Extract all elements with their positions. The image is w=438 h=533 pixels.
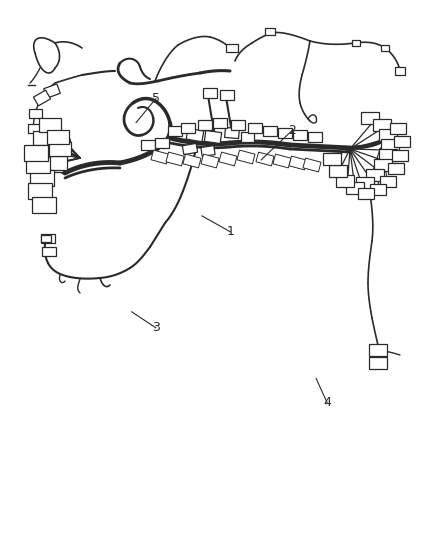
Bar (183, 154, 201, 168)
Bar (33, 131, 55, 145)
Bar (47, 130, 69, 144)
Bar (373, 159, 391, 171)
Bar (328, 165, 346, 177)
Bar (198, 120, 212, 130)
Bar (237, 150, 254, 164)
Bar (335, 175, 353, 187)
Bar (168, 126, 182, 136)
Bar (241, 132, 254, 142)
Text: 1: 1 (226, 225, 234, 238)
Bar (255, 152, 273, 166)
Bar (141, 140, 155, 150)
Bar (204, 131, 221, 143)
Bar (30, 170, 54, 186)
Bar (322, 153, 340, 165)
Bar (368, 357, 386, 369)
Bar (262, 126, 276, 136)
Text: 5: 5 (152, 92, 159, 105)
Bar (247, 123, 261, 133)
Text: 2: 2 (287, 124, 295, 137)
Bar (224, 127, 239, 139)
Bar (33, 90, 50, 106)
Bar (369, 183, 385, 195)
Text: 4: 4 (322, 396, 330, 409)
Bar (49, 142, 71, 156)
Bar (28, 183, 52, 199)
Bar (389, 123, 405, 133)
Bar (42, 246, 56, 255)
Bar (387, 163, 403, 174)
Bar (380, 45, 388, 51)
Bar (212, 118, 226, 128)
Bar (372, 119, 390, 131)
Bar (24, 145, 48, 161)
Bar (378, 129, 396, 141)
Bar (265, 28, 274, 35)
Bar (186, 128, 203, 142)
Bar (26, 157, 50, 173)
Text: 3: 3 (152, 321, 159, 334)
Bar (28, 124, 42, 133)
Bar (360, 112, 378, 124)
Bar (365, 169, 383, 181)
Bar (379, 175, 395, 187)
Bar (41, 158, 63, 172)
Bar (44, 84, 60, 98)
Bar (155, 138, 169, 148)
Bar (39, 118, 61, 132)
Bar (201, 146, 215, 156)
Bar (272, 154, 290, 168)
Bar (394, 67, 404, 75)
Bar (219, 152, 237, 166)
Bar (182, 143, 197, 155)
Bar (355, 177, 373, 189)
Bar (378, 149, 396, 161)
Bar (219, 90, 233, 100)
Bar (41, 235, 51, 241)
Bar (307, 132, 321, 142)
Bar (292, 130, 306, 140)
Bar (41, 233, 55, 243)
Bar (226, 44, 237, 52)
Bar (151, 150, 169, 164)
Bar (201, 154, 219, 168)
Bar (391, 149, 407, 160)
Bar (277, 128, 291, 138)
Bar (37, 144, 59, 158)
Bar (29, 109, 42, 117)
Bar (230, 120, 244, 130)
Bar (351, 40, 359, 46)
Bar (302, 158, 320, 172)
Bar (166, 152, 184, 166)
Bar (45, 156, 67, 170)
Bar (288, 156, 306, 170)
Bar (180, 123, 194, 133)
Bar (368, 344, 386, 356)
Bar (393, 135, 409, 147)
Bar (357, 188, 373, 198)
Bar (380, 139, 398, 151)
Bar (345, 182, 363, 194)
Bar (32, 197, 56, 213)
Bar (202, 88, 216, 98)
